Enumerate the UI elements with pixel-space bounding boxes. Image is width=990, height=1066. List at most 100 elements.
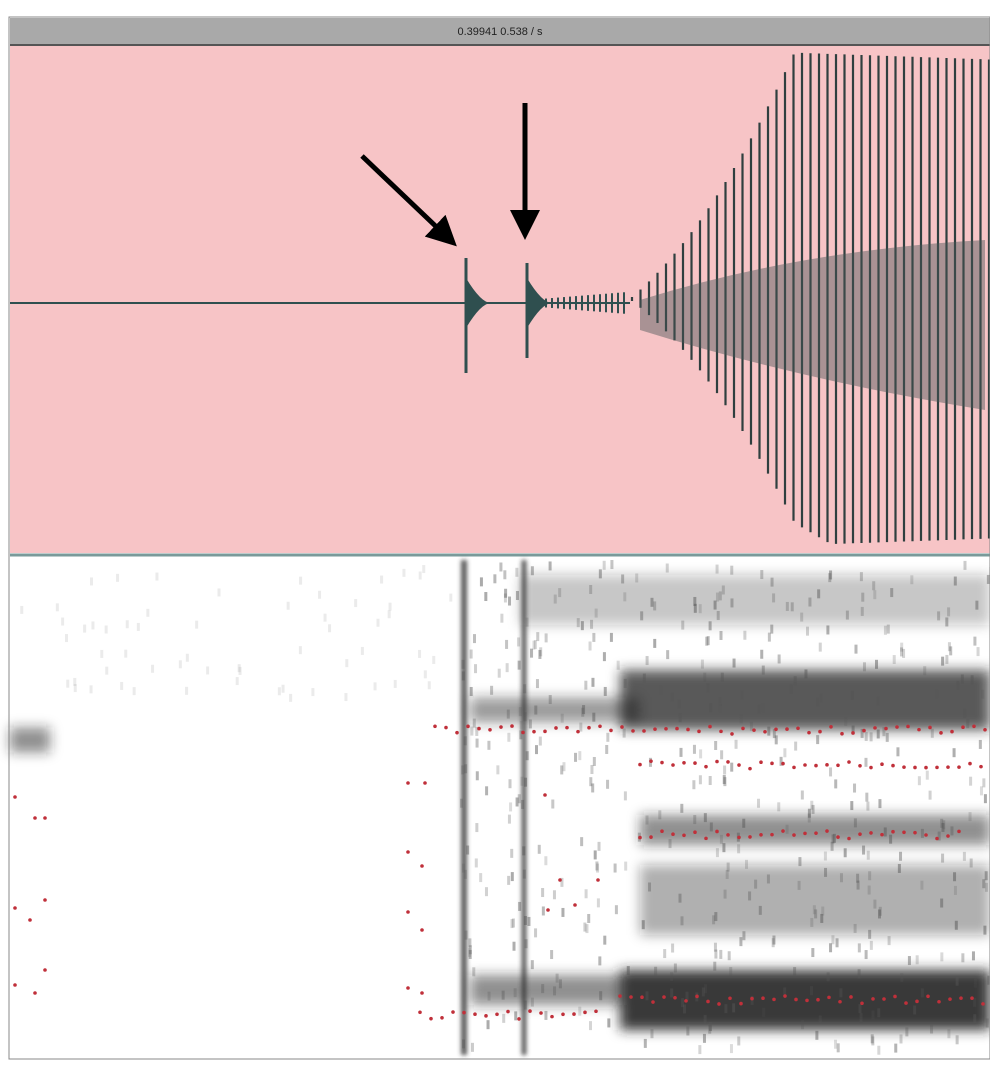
spectrogram-speckle	[538, 845, 541, 854]
formant-dot	[693, 761, 697, 765]
spectrogram-speckle	[719, 631, 722, 640]
formant-dot	[528, 1009, 532, 1013]
spectrogram-speckle	[598, 842, 601, 851]
spectrogram-speckle	[955, 921, 958, 930]
spectrogram-speckle	[816, 698, 819, 707]
formant-dot	[946, 765, 950, 769]
spectrogram-speckle	[743, 631, 746, 640]
formant-dot	[561, 1012, 565, 1016]
formant-dot	[737, 763, 741, 767]
spectrogram-speckle	[510, 849, 513, 858]
formant-dot	[638, 763, 642, 767]
spectrogram-speckle	[730, 763, 733, 772]
formant-dot	[893, 995, 897, 999]
spectrogram-speckle	[940, 899, 943, 908]
formant-dot	[935, 766, 939, 770]
spectrogram-speckle	[810, 918, 813, 927]
formant-dot	[884, 727, 888, 731]
spectrogram-speckle	[318, 591, 321, 599]
spectrogram-speckle	[920, 881, 923, 890]
spectrogram-speckle	[624, 791, 627, 800]
spectrogram-speckle	[770, 625, 773, 634]
spectrogram-speckle	[553, 890, 556, 899]
spectrogram-speckle	[742, 819, 745, 828]
spectrogram-speckle	[865, 732, 868, 741]
spectrogram-speckle	[671, 693, 674, 702]
spectrogram-speckle	[767, 727, 770, 736]
formant-dot	[752, 728, 756, 732]
spectrogram-speckle	[716, 565, 719, 574]
spectrogram-speckle	[83, 625, 86, 633]
spectrogram-speckle	[596, 864, 599, 873]
spectrogram-speckle	[653, 601, 656, 610]
spectrogram-speckle	[615, 905, 618, 914]
formant-band	[470, 698, 640, 723]
spectrogram-speckle	[663, 949, 666, 958]
spectrogram-speckle	[844, 848, 847, 857]
formant-dot	[455, 731, 459, 735]
spectrogram-speckle	[389, 603, 392, 611]
formant-dot	[33, 816, 37, 820]
spectrogram-speckle	[195, 621, 198, 629]
spectrogram-speckle	[518, 661, 521, 670]
formant-dot	[959, 996, 963, 1000]
formant-dot	[451, 1010, 455, 1014]
spectrogram-speckle	[680, 748, 683, 757]
spectrogram-speckle	[680, 804, 683, 813]
formant-dot	[840, 732, 844, 736]
spectrogram-speckle	[762, 703, 765, 712]
spectrogram-speckle	[984, 794, 987, 803]
formant-band	[640, 815, 990, 845]
spectrogram-speckle	[714, 741, 717, 750]
spectrogram-speckle	[861, 593, 864, 602]
spectrogram-speckle	[604, 687, 607, 696]
spectrogram-speckle	[627, 966, 630, 975]
formant-dot	[704, 765, 708, 769]
spectrogram-speckle	[767, 874, 770, 883]
spectrogram-speckle	[585, 889, 588, 898]
formant-dot	[906, 725, 910, 729]
spectrogram-speckle	[464, 870, 467, 879]
spectrogram-speckle	[704, 813, 707, 822]
spectrogram-speckle	[798, 881, 801, 890]
spectrogram-speckle	[579, 723, 582, 732]
spectrogram-speckle	[476, 771, 479, 780]
formant-dot	[761, 996, 765, 1000]
spectrogram-speckle	[521, 777, 524, 786]
spectrogram-speckle	[987, 575, 990, 584]
spectrogram-speckle	[577, 618, 580, 627]
spectrogram-speckle	[854, 818, 857, 827]
formant-dot	[917, 728, 921, 732]
spectrogram-speckle	[819, 643, 822, 652]
spectrogram-speckle	[578, 1007, 581, 1016]
spectrogram-speckle	[954, 577, 957, 586]
selection-label: 0.39941 0.538 / s	[457, 26, 543, 38]
spectrogram-speckle	[741, 691, 744, 700]
formant-dot	[814, 831, 818, 835]
spectrogram-speckle	[374, 682, 377, 690]
spectrogram-speckle	[900, 973, 903, 982]
spectrogram-speckle	[742, 931, 745, 940]
spectrogram-speckle	[877, 1008, 880, 1017]
spectrogram-speckle	[490, 686, 493, 695]
spectrogram-speckle	[699, 775, 702, 784]
spectrogram-speckle	[287, 602, 290, 610]
spectrogram-speckle	[931, 729, 934, 738]
spectrogram-speckle	[623, 592, 626, 601]
spectrogram-speckle	[808, 809, 811, 818]
spectrogram-speckle	[488, 992, 491, 1001]
spectrogram-speckle	[599, 991, 602, 1000]
praat-window: 0.39941 0.538 / s	[0, 0, 990, 1066]
spectrogram-speckle	[735, 740, 738, 749]
spectrogram-speckle	[591, 783, 594, 792]
formant-dot	[440, 1016, 444, 1020]
spectrogram-speckle	[800, 613, 803, 622]
formant-dot	[671, 832, 675, 836]
spectrogram-speckle	[858, 969, 861, 978]
formant-dot	[43, 968, 47, 972]
formant-dot	[673, 996, 677, 1000]
spectrogram-speckle	[708, 1025, 711, 1034]
spectrogram-speckle	[714, 943, 717, 952]
formant-dot	[543, 793, 547, 797]
formant-dot	[961, 725, 965, 729]
